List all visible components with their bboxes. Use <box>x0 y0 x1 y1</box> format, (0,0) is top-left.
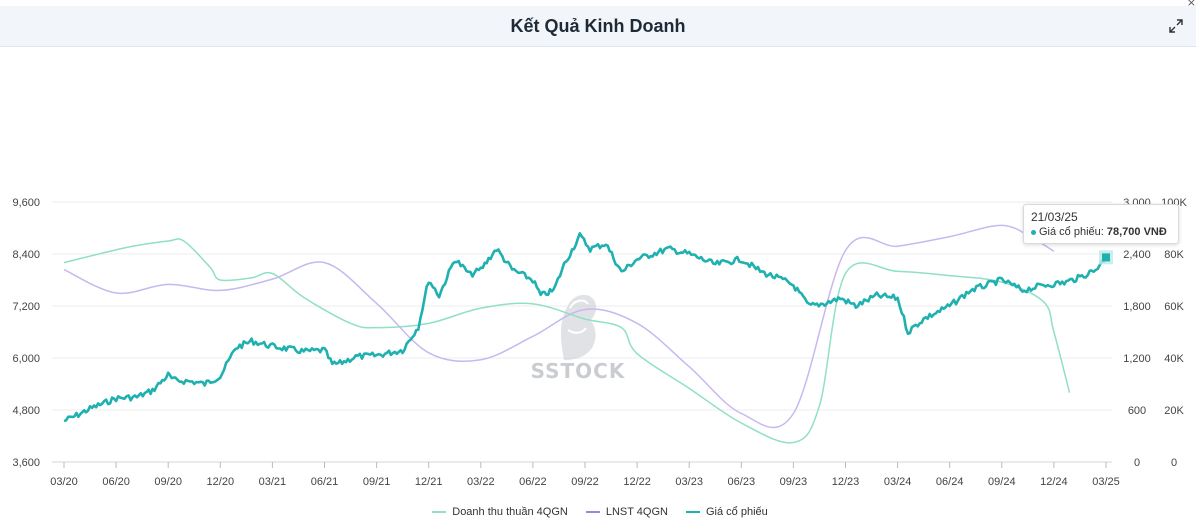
legend-label: Giá cổ phiếu <box>705 506 768 518</box>
chart-area: 3,600 4,800 6,000 7,200 8,400 9,600 0 600 1,200… <box>12 197 1187 488</box>
x-tick-label: 09/21 <box>363 476 391 488</box>
legend-line-icon <box>685 511 700 513</box>
x-tick-label: 03/21 <box>259 476 287 488</box>
y-right-price-tick-label: 60K <box>1164 301 1184 313</box>
x-tick-label: 12/20 <box>207 476 235 488</box>
y-right-lnst-tick-label: 0 <box>1134 457 1140 469</box>
x-tick-label: 03/24 <box>884 476 912 488</box>
y-left-tick-label: 7,200 <box>12 301 40 313</box>
tooltip-dot-icon <box>1031 229 1036 235</box>
highlight-marker <box>1099 250 1113 265</box>
y-left-tick-label: 8,400 <box>12 249 40 261</box>
legend-label: LNST 4QGN <box>605 506 668 518</box>
x-tick-label: 03/23 <box>675 476 703 488</box>
x-tick-label: 12/24 <box>1040 476 1068 488</box>
x-tick-label: 03/25 <box>1092 476 1120 488</box>
chart-header: Kết Quả Kinh Doanh <box>0 6 1196 47</box>
legend-item[interactable]: LNST 4QGN <box>585 503 668 521</box>
legend-line-icon <box>432 511 447 513</box>
y-right-price-tick-label: 0 <box>1171 457 1177 469</box>
tooltip-value: 78,700 VNĐ <box>1106 226 1167 238</box>
x-tick-label: 09/23 <box>780 476 808 488</box>
x-tick-label: 09/20 <box>154 476 182 488</box>
price-line <box>63 232 1108 423</box>
tooltip-label: Giá cổ phiếu: <box>1039 226 1104 238</box>
y-right-price-tick-label: 80K <box>1164 249 1184 261</box>
revenue-line <box>63 238 1071 444</box>
y-axis-left: 3,600 4,800 6,000 7,200 8,400 9,600 <box>12 197 40 469</box>
horse-logo-icon <box>560 294 597 360</box>
x-tick-label: 06/21 <box>311 476 339 488</box>
close-icon[interactable]: × <box>1186 0 1196 9</box>
x-tick-label: 03/22 <box>467 476 495 488</box>
y-right-lnst-tick-label: 600 <box>1128 405 1146 417</box>
y-right-lnst-tick-label: 1,200 <box>1123 353 1151 365</box>
x-tick-label: 12/21 <box>415 476 443 488</box>
y-left-tick-label: 6,000 <box>12 353 40 365</box>
tooltip-date: 21/03/25 <box>1031 210 1078 224</box>
tooltip: 21/03/25 Giá cổ phiếu: 78,700 VNĐ <box>1023 204 1179 244</box>
x-tick-label: 06/23 <box>728 476 756 488</box>
x-tick-label: 06/20 <box>102 476 130 488</box>
legend-item[interactable]: Giá cổ phiếu <box>685 503 768 521</box>
y-left-tick-label: 3,600 <box>12 457 40 469</box>
lnst-line <box>63 224 1055 429</box>
x-tick-label: 09/22 <box>571 476 599 488</box>
y-left-tick-label: 9,600 <box>12 197 40 209</box>
chart-title: Kết Quả Kinh Doanh <box>510 15 686 36</box>
x-tick-label: 06/24 <box>936 476 964 488</box>
legend-item[interactable]: Doanh thu thuần 4QGN <box>432 503 568 521</box>
y-right-lnst-tick-label: 1,800 <box>1123 301 1151 313</box>
expand-icon[interactable] <box>1168 18 1184 34</box>
legend: Doanh thu thuần 4QGN LNST 4QGN Giá cổ phiế… <box>0 503 1200 521</box>
y-left-tick-label: 4,800 <box>12 405 40 417</box>
series-lines <box>63 224 1108 444</box>
legend-line-icon <box>585 511 600 513</box>
x-axis: 03/20 06/20 09/20 12/20 03/21 06/21 09/21 12/21… <box>50 461 1120 488</box>
y-right-price-tick-label: 40K <box>1164 353 1184 365</box>
legend-label: Doanh thu thuần 4QGN <box>452 506 568 518</box>
x-tick-label: 12/22 <box>623 476 651 488</box>
watermark-text: SSTOCK <box>531 359 626 383</box>
watermark: SSTOCK <box>531 294 626 383</box>
tooltip-line: Giá cổ phiếu: 78,700 VNĐ <box>1031 226 1167 238</box>
x-tick-label: 12/23 <box>832 476 860 488</box>
x-tick-label: 03/20 <box>50 476 78 488</box>
x-tick-label: 09/24 <box>988 476 1016 488</box>
y-right-price-tick-label: 20K <box>1164 405 1184 417</box>
x-tick-label: 06/22 <box>519 476 547 488</box>
y-right-lnst-tick-label: 2,400 <box>1123 249 1151 261</box>
highlight-point <box>1102 253 1110 262</box>
